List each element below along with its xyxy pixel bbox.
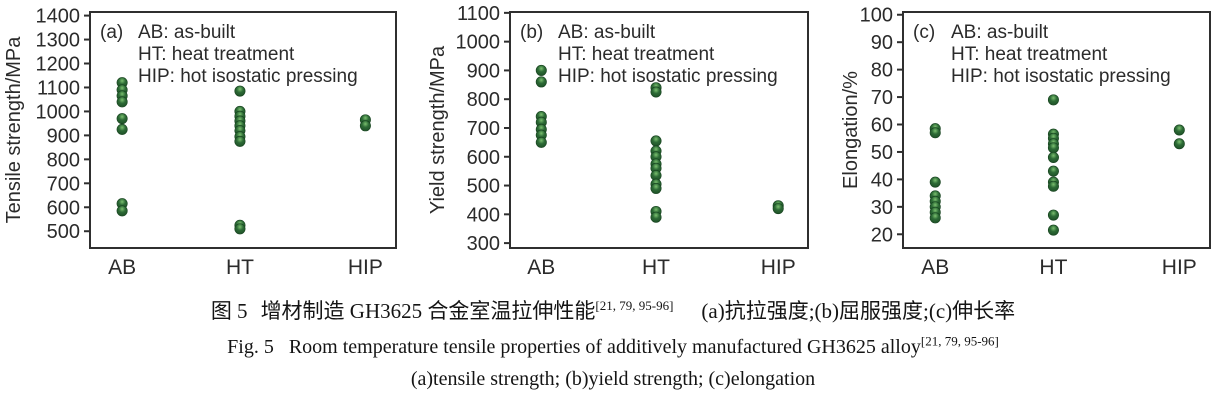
data-point-ab [116,113,128,125]
y-tick-label: 700 [467,118,500,140]
y-tick-label: 1400 [36,6,81,28]
y-axis-label: Yield strength/MPa [427,45,449,214]
y-tick-label: 1000 [36,101,81,123]
y-tick-label: 20 [871,224,893,246]
data-point-ab [116,205,128,217]
data-point-ht [1047,165,1059,177]
legend-line: HT: heat treatment [138,44,295,65]
data-point-hip [772,203,784,215]
data-point-ht [1047,209,1059,221]
x-category-label-ht: HT [642,256,670,279]
x-category-label-ab: AB [921,256,949,279]
y-tick-label: 600 [47,197,80,219]
y-tick-label: 90 [871,32,893,54]
y-tick-label: 800 [467,89,500,111]
x-category-label-ab: AB [108,256,136,279]
y-tick-label: 1100 [457,3,500,25]
legend-line: AB: as-built [558,22,656,43]
y-tick-label: 1200 [36,54,81,76]
y-tick-label: 70 [871,87,893,109]
legend-line: AB: as-built [138,22,236,43]
x-category-label-hip: HIP [1162,256,1197,279]
data-point-ht [650,86,662,98]
data-point-ab [535,136,547,148]
data-point-ht [234,85,246,97]
chart-panel-b: 300 400 500 600 700 800 900 1000 1100 Yield stren… [427,3,809,279]
data-point-ht [1047,224,1059,236]
y-tick-label: 100 [860,5,893,27]
y-tick-label: 600 [467,147,500,169]
caption-zh-subparts: (a)抗拉强度;(b)屈服强度;(c)伸长率 [701,299,1016,323]
y-tick-label: 800 [47,149,80,171]
y-tick-label: 1300 [36,30,81,52]
caption-line-zh: 图 5 增材制造 GH3625 合金室温拉伸性能[21, 79, 95-96] (a… [0,298,1226,324]
data-point-ht [1047,151,1059,163]
y-tick-label: 40 [871,169,893,191]
caption-zh-reference: [21, 79, 95-96] [595,298,674,313]
data-point-ab [929,127,941,139]
data-point-ab [535,76,547,88]
figure-caption: 图 5 增材制造 GH3625 合金室温拉伸性能[21, 79, 95-96] (a… [0,298,1226,391]
data-point-ht [234,223,246,235]
caption-zh-figure-number: 图 5 [210,299,248,323]
x-category-label-hip: HIP [761,256,796,279]
legend-line: HT: heat treatment [558,44,715,65]
data-point-ht [650,211,662,223]
chart-panel-c: 20 30 40 50 60 70 80 90 100 Elongation/% AB HT HIP (c… [840,5,1211,279]
data-point-ab [116,96,128,108]
x-category-label-ht: HT [1039,256,1067,279]
data-point-ht [1047,142,1059,154]
caption-line-subparts: (a)tensile strength; (b)yield strength; … [410,368,816,391]
legend-line: HIP: hot isostatic pressing [138,66,358,87]
y-tick-label: 80 [871,60,893,82]
y-tick-label: 400 [467,204,500,226]
panel-label: (c) [913,22,935,43]
legend-line: AB: as-built [951,22,1049,43]
legend-line: HIP: hot isostatic pressing [951,66,1171,87]
y-tick-label: 500 [47,221,80,243]
data-point-hip [359,120,371,132]
caption-en-reference: [21, 79, 95-96] [920,333,999,349]
y-tick-label: 1000 [456,32,501,54]
y-tick-label: 30 [871,197,893,219]
charts-row: 500 600 700 800 900 1000 1100 1200 1300 1400 Tensi… [3,3,1211,279]
data-point-ab [116,123,128,135]
data-point-hip [1173,138,1185,150]
caption-en-figure-number: Fig. 5 [227,336,274,359]
caption-zh-title: 增材制造 GH3625 合金室温拉伸性能 [260,299,596,323]
caption-line-en: Fig. 5 Room temperature tensile propertie… [0,335,1226,359]
data-point-ht [650,182,662,194]
y-tick-label: 900 [467,60,500,82]
data-point-ht [650,135,662,147]
legend-line: HIP: hot isostatic pressing [558,66,778,87]
data-point-ab [535,64,547,76]
y-tick-label: 60 [871,115,893,137]
data-point-ht [1047,94,1059,106]
x-category-label-ab: AB [527,256,555,279]
x-category-label-ht: HT [226,256,254,279]
y-tick-label: 900 [47,125,80,147]
data-point-hip [1173,124,1185,136]
x-category-label-hip: HIP [348,256,383,279]
y-tick-label: 300 [467,233,500,255]
y-tick-label: 500 [467,176,500,198]
y-axis-label: Tensile strength/MPa [3,36,25,224]
y-tick-label: 700 [47,173,80,195]
data-point-ht [234,135,246,147]
y-tick-label: 1100 [37,77,80,99]
legend-line: HT: heat treatment [951,44,1108,65]
data-point-ab [929,212,941,224]
panel-label: (b) [520,22,543,43]
panel-label: (a) [100,22,123,43]
y-tick-label: 50 [871,142,893,164]
data-point-ht [1047,180,1059,192]
caption-en-title: Room temperature tensile properties of a… [288,336,921,359]
y-axis-label: Elongation/% [840,71,862,189]
data-point-ab [929,176,941,188]
